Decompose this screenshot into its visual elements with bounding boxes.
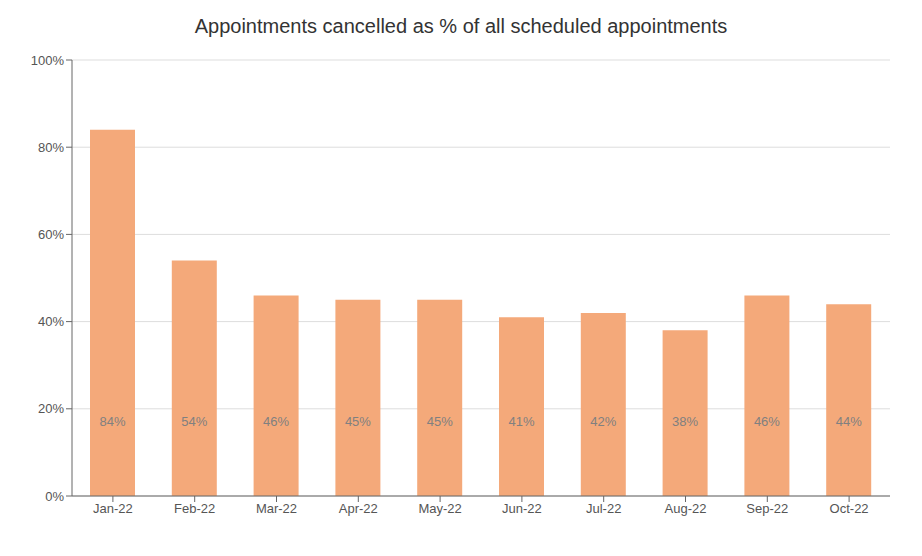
svg-text:54%: 54% [181, 414, 207, 429]
svg-text:100%: 100% [31, 53, 65, 68]
svg-text:42%: 42% [590, 414, 616, 429]
svg-text:38%: 38% [672, 414, 698, 429]
svg-text:45%: 45% [345, 414, 371, 429]
svg-text:Apr-22: Apr-22 [339, 501, 378, 516]
svg-text:Jul-22: Jul-22 [586, 501, 621, 516]
html-text:Appointments cancelled as % of: Appointments cancelled as % of all sched… [194, 15, 728, 37]
svg-text:Aug-22: Aug-22 [665, 501, 707, 516]
svg-text:0%: 0% [45, 489, 64, 504]
svg-text:Sep-22: Sep-22 [746, 501, 788, 516]
svg-text:45%: 45% [427, 414, 453, 429]
svg-text:60%: 60% [38, 227, 64, 242]
svg-text:84%: 84% [99, 414, 125, 429]
svg-text:Jun-22: Jun-22 [502, 501, 542, 516]
svg-text:May-22: May-22 [418, 501, 461, 516]
svg-text:Feb-22: Feb-22 [174, 501, 215, 516]
svg-text:Mar-22: Mar-22 [256, 501, 297, 516]
svg-text:40%: 40% [38, 314, 64, 329]
svg-text:80%: 80% [38, 140, 64, 155]
svg-text:Jan-22: Jan-22 [93, 501, 133, 516]
svg-text:Oct-22: Oct-22 [830, 501, 869, 516]
svg-text:46%: 46% [754, 414, 780, 429]
svg-text:46%: 46% [263, 414, 289, 429]
svg-text:20%: 20% [38, 401, 64, 416]
svg-text:44%: 44% [836, 414, 862, 429]
svg-text:41%: 41% [508, 414, 534, 429]
